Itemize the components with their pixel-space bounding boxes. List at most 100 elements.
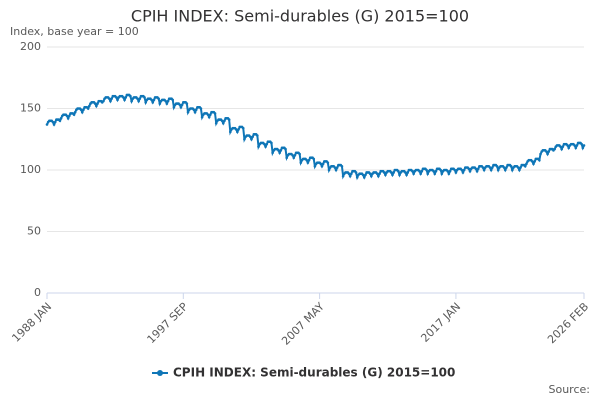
point	[66, 117, 70, 120]
point	[209, 113, 212, 116]
point	[420, 169, 424, 173]
point	[405, 173, 408, 177]
point	[151, 101, 155, 104]
legend-marker	[157, 370, 163, 376]
point	[227, 118, 231, 121]
point	[581, 146, 585, 150]
point	[52, 123, 56, 126]
point	[350, 172, 353, 175]
point	[72, 113, 76, 116]
point	[214, 121, 218, 125]
point	[502, 166, 506, 169]
chart-title: CPIH INDEX: Semi-durables (G) 2015=100	[131, 7, 469, 26]
point	[321, 162, 325, 166]
point	[384, 173, 387, 177]
point	[518, 168, 521, 172]
point	[509, 165, 513, 168]
point	[580, 142, 583, 146]
y-tick-label: 50	[27, 225, 41, 238]
point	[375, 172, 379, 175]
point	[560, 147, 563, 151]
point	[418, 169, 421, 173]
point	[573, 144, 576, 147]
point	[86, 107, 90, 110]
point	[298, 152, 301, 156]
point	[461, 171, 465, 174]
point	[481, 166, 485, 169]
point	[256, 134, 259, 137]
point	[523, 165, 527, 168]
point	[53, 120, 57, 124]
point	[306, 161, 310, 164]
point	[165, 102, 169, 105]
point	[263, 142, 266, 146]
point	[88, 104, 91, 108]
point	[454, 171, 458, 174]
point	[115, 96, 118, 99]
point	[462, 168, 466, 172]
point	[453, 168, 457, 172]
point	[476, 167, 480, 171]
point	[179, 105, 183, 109]
point	[532, 162, 535, 166]
x-tick-label: 2026 FEB	[545, 300, 591, 346]
point	[370, 174, 373, 178]
point	[327, 168, 331, 172]
point	[320, 165, 324, 168]
point	[65, 114, 69, 118]
point	[58, 119, 62, 123]
point	[285, 156, 289, 159]
point	[80, 110, 84, 114]
point	[382, 171, 386, 174]
point	[491, 166, 494, 169]
point	[378, 172, 381, 175]
point	[172, 105, 176, 109]
point	[299, 161, 303, 164]
point	[116, 98, 119, 102]
point	[143, 96, 146, 99]
point	[291, 153, 294, 157]
point	[73, 110, 77, 114]
point	[434, 169, 438, 173]
point	[489, 168, 493, 172]
point	[223, 119, 226, 123]
point	[364, 173, 367, 177]
point	[433, 172, 437, 175]
point	[412, 172, 415, 175]
point	[575, 144, 579, 147]
y-tick-label: 0	[34, 286, 41, 299]
point	[278, 151, 281, 155]
x-tick-label: 1997 SEP	[145, 300, 191, 346]
point	[475, 169, 479, 173]
point	[93, 102, 97, 105]
point	[178, 103, 182, 107]
point	[533, 160, 536, 163]
point	[362, 176, 366, 179]
point	[122, 96, 125, 99]
x-tick-label: 2007 MAY	[279, 300, 327, 348]
point	[124, 96, 128, 99]
point	[193, 110, 197, 114]
point	[207, 115, 211, 119]
point	[347, 172, 351, 175]
point	[432, 169, 435, 173]
point	[251, 135, 254, 139]
point	[447, 172, 451, 175]
point	[136, 97, 139, 100]
point	[368, 172, 372, 175]
point	[45, 123, 49, 126]
x-tick-label: 2017 JAN	[418, 300, 463, 345]
point	[150, 98, 153, 102]
point	[293, 153, 297, 157]
point	[158, 102, 162, 105]
point	[292, 156, 296, 159]
point	[270, 141, 273, 145]
point	[411, 169, 414, 173]
point	[279, 149, 283, 152]
point	[277, 149, 280, 152]
point	[107, 97, 111, 100]
point	[582, 144, 586, 147]
point	[333, 166, 337, 169]
y-tick-label: 200	[20, 40, 41, 53]
point	[271, 151, 274, 155]
